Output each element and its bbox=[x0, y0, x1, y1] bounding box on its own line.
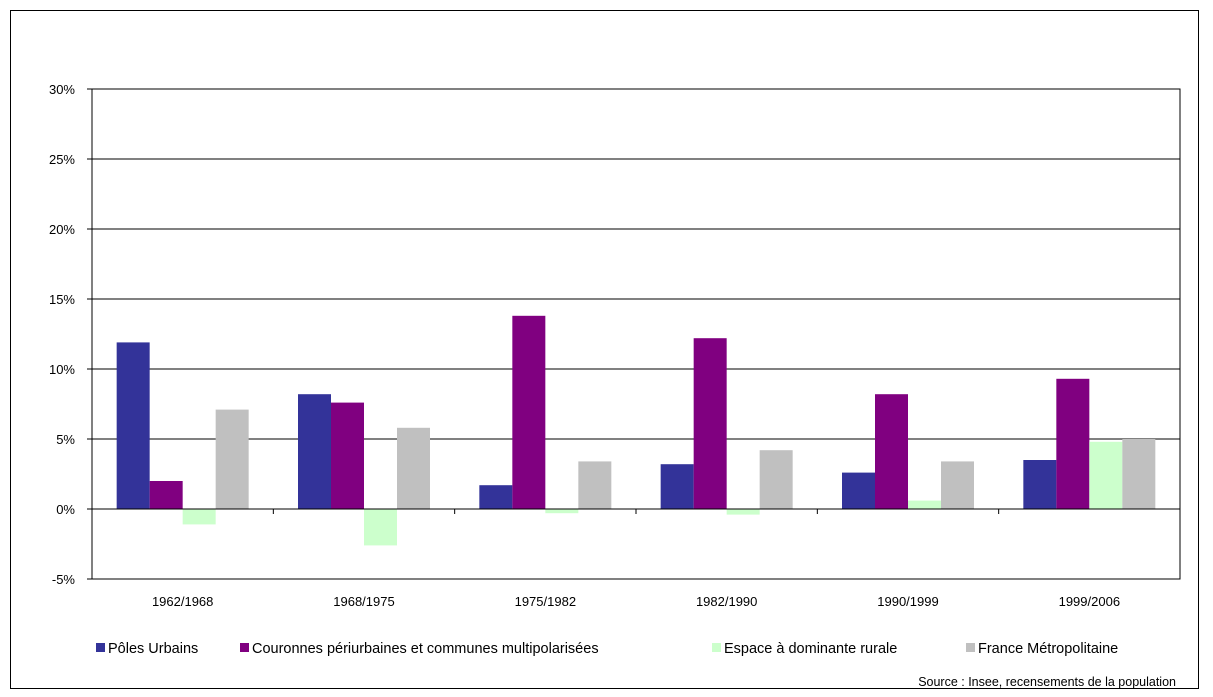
legend-swatch bbox=[240, 643, 249, 652]
bar bbox=[397, 427, 430, 509]
bar bbox=[479, 485, 513, 509]
y-tick-label: -5% bbox=[52, 572, 76, 587]
legend-swatch bbox=[712, 643, 721, 652]
bar bbox=[1023, 460, 1057, 509]
bar bbox=[298, 394, 331, 509]
legend-entry: Espace à dominante rurale bbox=[712, 641, 897, 657]
bar bbox=[693, 338, 727, 509]
bar bbox=[149, 481, 183, 509]
y-tick-label: 30% bbox=[49, 82, 75, 97]
bar bbox=[875, 394, 908, 509]
bar bbox=[1089, 441, 1123, 509]
legend-swatch bbox=[966, 643, 975, 652]
chart-frame bbox=[10, 10, 1199, 689]
bar bbox=[908, 500, 941, 509]
bar bbox=[182, 509, 216, 525]
x-tick-label: 1962/1968 bbox=[152, 594, 213, 609]
bar bbox=[512, 315, 546, 509]
y-tick-label: 5% bbox=[56, 432, 75, 447]
bar bbox=[578, 461, 612, 509]
gridlines bbox=[92, 88, 1180, 580]
x-tick-label: 1990/1999 bbox=[877, 594, 938, 609]
bars bbox=[116, 315, 1156, 546]
bar bbox=[842, 472, 875, 509]
legend-entry: Pôles Urbains bbox=[96, 641, 198, 657]
y-tick-label: 15% bbox=[49, 292, 75, 307]
axes bbox=[87, 88, 1181, 580]
bar bbox=[545, 509, 579, 514]
source-note: Source : Insee, recensements de la popul… bbox=[918, 675, 1176, 689]
legend-label: Pôles Urbains bbox=[108, 641, 198, 657]
x-tick-label: 1999/2006 bbox=[1059, 594, 1120, 609]
bar bbox=[116, 342, 150, 509]
x-tick-label: 1982/1990 bbox=[696, 594, 757, 609]
bar bbox=[364, 509, 397, 546]
legend-entry: France Métropolitaine bbox=[966, 641, 1118, 657]
y-tick-label: 0% bbox=[56, 502, 75, 517]
bar bbox=[331, 402, 364, 509]
bar bbox=[1122, 439, 1156, 509]
x-tick-labels: 1962/1968 1968/1975 1975/1982 1982/1990 1990… bbox=[152, 594, 1120, 609]
x-tick-label: 1968/1975 bbox=[333, 594, 394, 609]
bar bbox=[759, 450, 793, 509]
y-tick-label: 10% bbox=[49, 362, 75, 377]
bar bbox=[215, 409, 249, 509]
bar bbox=[941, 461, 974, 509]
bar bbox=[726, 509, 760, 515]
legend-entry: Couronnes périurbaines et communes multi… bbox=[240, 641, 599, 657]
bar bbox=[660, 464, 694, 509]
legend-label: Espace à dominante rurale bbox=[724, 641, 897, 657]
legend-label: France Métropolitaine bbox=[978, 641, 1118, 657]
legend: Pôles Urbains Couronnes périurbaines et c… bbox=[96, 641, 1118, 657]
legend-label: Couronnes périurbaines et communes multi… bbox=[252, 641, 599, 657]
bar bbox=[1056, 378, 1090, 509]
y-tick-label: 20% bbox=[49, 222, 75, 237]
x-tick-label: 1975/1982 bbox=[515, 594, 576, 609]
legend-swatch bbox=[96, 643, 105, 652]
plot-area bbox=[91, 88, 1181, 580]
y-tick-label: 25% bbox=[49, 152, 75, 167]
y-tick-labels: 30% 25% 20% 15% 10% 5% 0% -5% bbox=[49, 82, 75, 587]
